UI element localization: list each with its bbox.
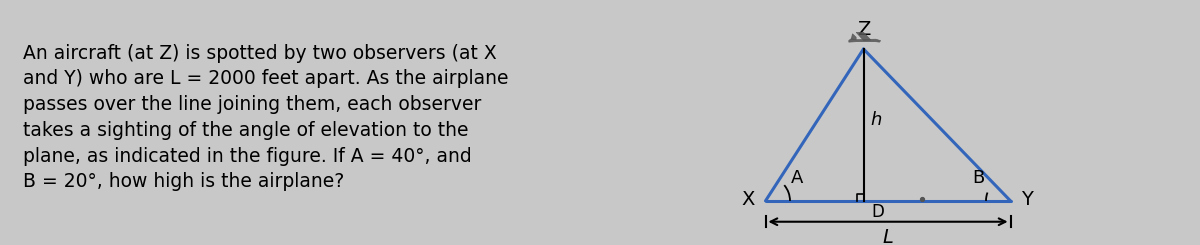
Polygon shape: [856, 32, 871, 40]
Text: Z: Z: [857, 20, 870, 39]
Text: An aircraft (at Z) is spotted by two observers (at X
and Y) who are L = 2000 fee: An aircraft (at Z) is spotted by two obs…: [23, 44, 509, 192]
Text: B: B: [972, 170, 985, 187]
Text: A: A: [791, 170, 804, 187]
Text: L: L: [882, 228, 894, 245]
Polygon shape: [851, 34, 856, 40]
Text: Y: Y: [1021, 190, 1033, 209]
Polygon shape: [848, 39, 881, 42]
Text: h: h: [870, 111, 882, 129]
Text: D: D: [871, 203, 884, 221]
Text: X: X: [742, 190, 755, 209]
